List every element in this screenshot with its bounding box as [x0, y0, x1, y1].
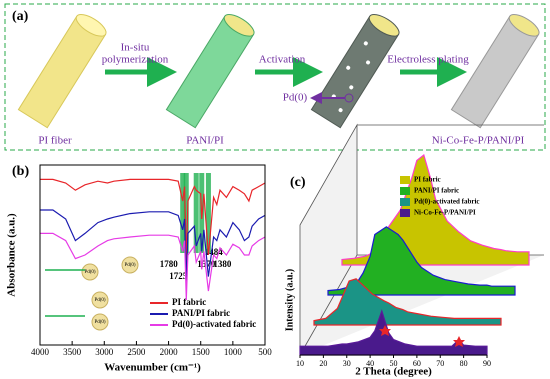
x-tick-label: 2000: [160, 347, 179, 357]
band: [180, 173, 186, 253]
legend-swatch: [400, 209, 410, 217]
spectrum: [40, 178, 266, 265]
x-axis-label: Wavenumber (cm⁻¹): [104, 362, 201, 374]
legend-swatch: [400, 198, 410, 206]
step-label: Activation: [259, 54, 306, 66]
y-axis-label: Intensity (a.u.): [284, 269, 295, 332]
pd-particle: [91, 313, 109, 331]
band-label: 1780: [160, 259, 179, 269]
panel-label: (a): [12, 9, 29, 24]
x-tick-label: 30: [343, 359, 351, 368]
x-tick-label: 3000: [95, 347, 114, 357]
cylinder: [310, 14, 400, 129]
pd-particle: [81, 263, 99, 281]
x-tick-label: 10: [296, 359, 304, 368]
legend-label: PI fabric: [414, 176, 441, 184]
x-tick-label: 50: [390, 359, 398, 368]
x-tick-label: 3500: [63, 347, 82, 357]
legend-swatch: [400, 176, 410, 184]
step-label: In-situ: [121, 42, 150, 54]
x-tick-label: 70: [436, 359, 444, 368]
pd-particle: [121, 256, 139, 274]
step-label: polymerization: [102, 54, 169, 66]
legend-label: Ni-Co-Fe-P/PANI/PI: [414, 209, 476, 217]
x-tick-label: 20: [319, 359, 327, 368]
molecule: [45, 269, 85, 317]
legend-label: PI fabric: [172, 297, 206, 307]
band: [193, 173, 199, 253]
x-tick-label: 4000: [31, 347, 50, 357]
legend-label: Pd(0)-activated fabric: [414, 198, 480, 206]
x-tick-label: 40: [366, 359, 374, 368]
pd-label: Pd(0): [124, 263, 135, 268]
legend-label: Pd(0)-activated fabric: [172, 319, 256, 329]
pattern-area: [299, 309, 488, 356]
pd-label: Pd(0): [84, 270, 95, 275]
x-axis-label: 2 Theta (degree): [355, 366, 432, 378]
panel-label: (b): [12, 164, 29, 179]
panel-a: (a) In-situ polymerization Activation El…: [4, 3, 546, 151]
band-label: 1484: [205, 247, 224, 257]
pd-label: Pd(0): [94, 298, 105, 303]
band: [183, 173, 189, 253]
band: [205, 173, 211, 253]
pd-label: Pd(0): [94, 320, 105, 325]
band-label: 1725: [169, 271, 188, 281]
band-label: 1570: [197, 259, 216, 269]
cylinder: [165, 14, 255, 129]
spectrum: [40, 232, 266, 301]
pattern-area: [313, 278, 502, 326]
peak-marker: [379, 325, 465, 347]
pd-site: [344, 93, 354, 103]
legend-label: PANI/PI fabric: [414, 187, 459, 195]
pd-particle: [91, 291, 109, 309]
x-tick-label: 1000: [224, 347, 243, 357]
plot-frame: [39, 164, 266, 346]
step-label: Electroless plating: [387, 54, 469, 66]
stage-label: PI fiber: [38, 135, 72, 147]
spectrum: [40, 209, 266, 283]
y-axis-label: Absorbance (a.u.): [6, 213, 18, 297]
x-tick-label: 80: [460, 359, 468, 368]
legend-label: PANI/PI fabric: [172, 308, 230, 318]
panel-a-frame: [4, 3, 546, 151]
stage-label: Ni-Co-Fe-P/PANI/PI: [432, 135, 525, 147]
cylinder: [450, 14, 540, 129]
cylinder: [17, 14, 107, 129]
stage-label: PANI/PI: [186, 135, 224, 147]
x-tick-label: 1500: [192, 347, 211, 357]
x-tick-label: 60: [413, 359, 421, 368]
x-tick-label: 500: [258, 347, 272, 357]
pd-label: Pd(0): [283, 92, 308, 104]
x-tick-label: 2500: [127, 347, 146, 357]
x-tick-label: 90: [483, 359, 491, 368]
band-label: 1380: [213, 259, 232, 269]
legend-swatch: [400, 187, 410, 195]
panel-label: (c): [290, 175, 306, 190]
